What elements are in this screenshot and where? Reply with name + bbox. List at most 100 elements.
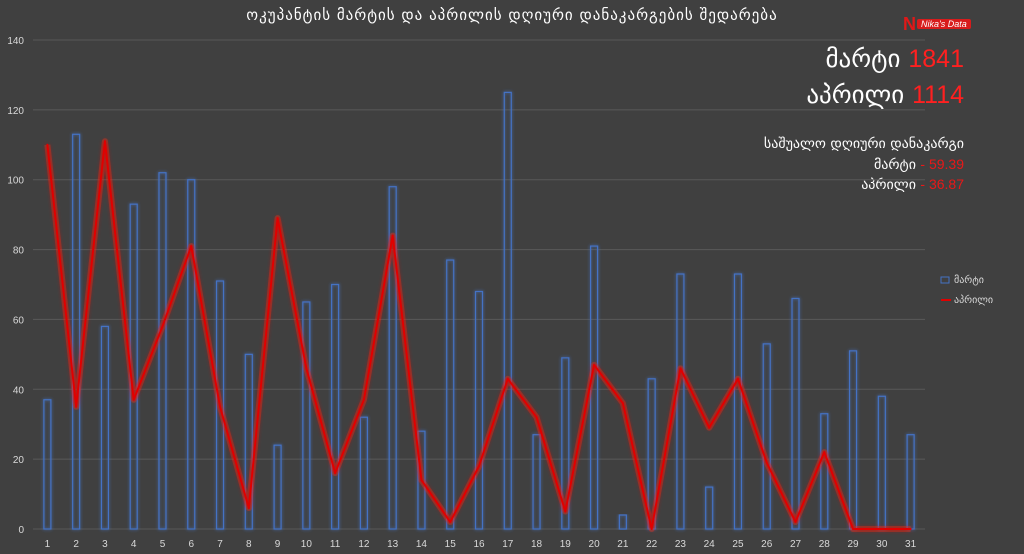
point — [593, 363, 596, 366]
grid-lines — [33, 39, 925, 530]
bar — [302, 301, 311, 530]
y-tick-label: 120 — [7, 106, 24, 117]
bar — [618, 514, 627, 530]
x-tick-label: 19 — [560, 539, 572, 550]
x-tick-label: 14 — [416, 539, 428, 550]
march-bars — [43, 91, 915, 530]
y-tick-label: 140 — [7, 36, 24, 47]
y-tick-label: 60 — [13, 315, 25, 326]
series-line-glow — [44, 138, 911, 532]
point — [219, 405, 222, 408]
y-tick-label: 40 — [13, 385, 25, 396]
point — [276, 217, 279, 220]
bar — [532, 434, 541, 530]
bar — [446, 259, 455, 530]
point — [736, 377, 739, 380]
point — [132, 398, 135, 401]
x-tick-label: 23 — [675, 539, 687, 550]
total-march-value: 1841 — [908, 45, 964, 73]
x-tick-label: 25 — [732, 539, 744, 550]
x-axis: 1 2 3 4 5 6 7 8 9 10 11 12 13 14 15 16 17 18 19 20 21 22 23 24 2… — [45, 539, 917, 550]
x-tick-label: 28 — [819, 539, 831, 550]
bar — [417, 430, 426, 530]
x-tick-label: 15 — [445, 539, 457, 550]
logo-letter: N — [903, 14, 916, 34]
bar — [331, 283, 340, 530]
average-april-value: - 36.87 — [920, 176, 964, 192]
x-tick-label: 16 — [473, 539, 485, 550]
x-tick-label: 21 — [617, 539, 629, 550]
point — [650, 528, 653, 530]
average-march: მარტი - 59.39 — [874, 156, 964, 173]
y-tick-label: 20 — [13, 455, 25, 466]
x-tick-label: 26 — [761, 539, 773, 550]
x-tick-label: 31 — [905, 539, 917, 550]
point — [75, 405, 78, 408]
chart-title: ოკუპანტის მარტის და აპრილის დღიური დანაკ… — [246, 6, 778, 24]
x-tick-label: 20 — [589, 539, 601, 550]
point — [823, 451, 826, 454]
x-tick-label: 9 — [275, 539, 281, 550]
x-tick-label: 12 — [358, 539, 370, 550]
average-march-label: მარტი — [873, 157, 916, 173]
point — [765, 461, 768, 464]
bar — [359, 416, 369, 530]
bar — [100, 325, 110, 530]
x-tick-label: 18 — [531, 539, 543, 550]
point — [305, 367, 308, 370]
x-tick-label: 24 — [704, 539, 716, 550]
bar — [215, 280, 225, 530]
point — [564, 510, 567, 513]
point — [391, 234, 394, 237]
bar — [503, 91, 512, 530]
point — [103, 140, 106, 143]
total-april: აპრილი 1114 — [806, 80, 964, 110]
average-heading: საშუალო დღიური დანაკარგი — [763, 136, 964, 152]
y-tick-label: 0 — [18, 525, 24, 536]
average-march-value: - 59.39 — [920, 156, 964, 172]
y-axis: 0 20 40 60 80 100 120 140 — [7, 36, 24, 536]
x-tick-label: 3 — [102, 539, 108, 550]
bar — [273, 444, 282, 530]
total-april-label: აპრილი — [806, 80, 905, 109]
point — [161, 325, 164, 328]
point — [506, 377, 509, 380]
legend-swatch-march — [940, 276, 950, 284]
point — [708, 426, 711, 429]
legend-label-march: მარტი — [954, 274, 984, 286]
bar — [676, 273, 685, 530]
bar — [733, 273, 743, 530]
bar — [820, 413, 829, 530]
point — [420, 479, 423, 482]
average-april-label: აპრილი — [861, 177, 916, 193]
bar — [43, 399, 52, 530]
point — [190, 245, 193, 248]
x-tick-label: 7 — [217, 539, 223, 550]
point — [334, 472, 337, 475]
bar — [877, 395, 886, 530]
bar — [187, 179, 196, 530]
x-tick-label: 1 — [45, 539, 51, 550]
x-tick-label: 30 — [876, 539, 888, 550]
april-line — [44, 138, 912, 532]
bar — [762, 343, 771, 530]
x-tick-label: 4 — [131, 539, 137, 550]
total-march: მარტი 1841 — [825, 44, 964, 74]
bar — [705, 486, 714, 530]
point — [362, 398, 365, 401]
point — [247, 507, 250, 510]
x-tick-label: 22 — [646, 539, 658, 550]
bar — [906, 434, 915, 530]
x-tick-label: 13 — [387, 539, 399, 550]
x-tick-label: 10 — [301, 539, 313, 550]
x-tick-label: 29 — [848, 539, 860, 550]
x-tick-label: 27 — [790, 539, 802, 550]
x-tick-label: 2 — [73, 539, 79, 550]
x-tick-label: 5 — [160, 539, 166, 550]
y-tick-label: 100 — [7, 176, 24, 187]
bar — [474, 290, 484, 530]
point — [852, 528, 855, 530]
total-march-label: მარტი — [825, 44, 901, 73]
bar — [561, 357, 570, 530]
